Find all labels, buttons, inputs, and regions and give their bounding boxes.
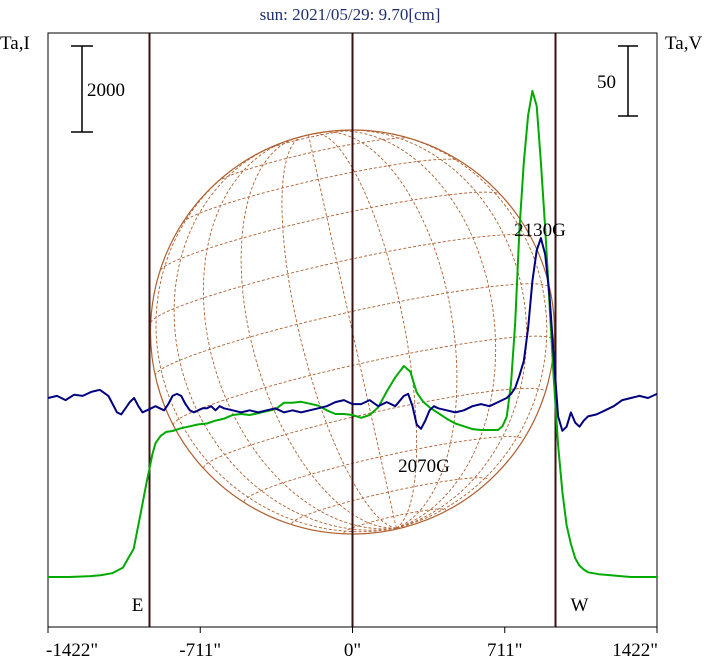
east-limb-label: E [132, 595, 144, 616]
right-scale-bar-label: 50 [597, 72, 616, 93]
sun-grid-line [154, 283, 551, 377]
x-tick-label: 1422" [612, 640, 658, 661]
left-axis-label: Ta,I [0, 33, 30, 54]
intensity-series-line [48, 89, 657, 578]
sun-disk-grid [149, 129, 556, 535]
sun-grid-line [262, 129, 357, 152]
polarization-series-line [47, 237, 658, 432]
x-tick-label: 0" [344, 640, 361, 661]
x-tick-label: -711" [179, 640, 221, 661]
sun-grid-line [323, 131, 458, 529]
sun-grid-line [307, 134, 397, 529]
right-scale-bar: 50 [597, 45, 638, 117]
sun-grid-line [313, 133, 418, 529]
sun-grid-line [202, 140, 397, 530]
annotation-2130g: 2130G [514, 220, 566, 241]
sun-grid-line [343, 508, 447, 534]
left-scale-bar: 2000 [71, 45, 125, 133]
right-axis-label: Ta,V [665, 33, 702, 54]
x-axis-ticks: -1422" -711" 0" 711" 1422" [46, 627, 658, 661]
sun-grid-line [389, 132, 548, 529]
sun-grid-line [150, 234, 532, 323]
sun-grid-line [344, 129, 528, 529]
chart-title: sun: 2021/05/29: 9.70[cm] [260, 5, 441, 24]
west-limb-label: W [571, 595, 589, 616]
sun-grid-line [291, 477, 490, 524]
sun-grid-line [173, 145, 397, 531]
x-tick-label: -1422" [46, 640, 98, 661]
sun-grid-line [155, 167, 397, 533]
sun-grid-line [330, 130, 497, 529]
left-scale-bar-label: 2000 [87, 80, 125, 101]
sun-grid-line [240, 138, 397, 529]
sun-grid-line [243, 436, 524, 502]
annotation-2070g: 2070G [398, 456, 450, 477]
x-tick-label: 711" [487, 640, 523, 661]
sun-grid-line [160, 191, 501, 271]
sun-grid-line [281, 135, 397, 529]
sun-grid-line [182, 158, 460, 224]
